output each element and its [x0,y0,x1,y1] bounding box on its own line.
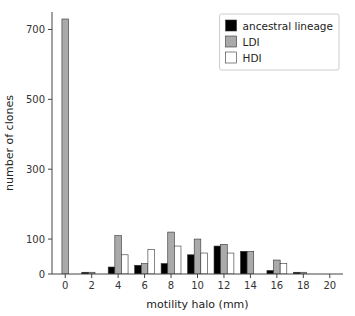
bar [141,264,148,274]
legend-label: ancestral lineage [243,20,333,32]
y-axis-line [52,12,53,274]
x-tick-label: 10 [191,280,204,291]
x-tick [250,274,251,278]
y-tick-label: 700 [26,24,45,35]
bar [148,250,155,274]
legend-label: HDI [243,52,262,64]
x-tick [65,274,66,278]
axes: 0 2 4 6 8 10 12 14 16 18 20 0 100 300 500 700 [26,12,343,291]
x-tick [223,274,224,278]
bar [194,239,201,274]
x-tick [171,274,172,278]
x-tick [303,274,304,278]
y-tick-label: 0 [39,269,45,280]
bar [121,255,128,274]
x-tick-label: 16 [270,280,283,291]
bar [161,264,168,274]
x-tick-label: 20 [323,280,336,291]
bar [274,260,281,274]
bar [188,255,195,274]
chart: 0 2 4 6 8 10 12 14 16 18 20 0 100 300 500 700 motility h… [0,0,355,316]
y-axis-label: number of clones [3,95,16,191]
x-tick-label: 0 [62,280,68,291]
x-tick-label: 6 [141,280,147,291]
bar [247,251,254,274]
y-tick [48,29,52,30]
x-tick-label: 4 [115,280,121,291]
bar [168,232,175,274]
bar [62,19,69,274]
y-tick [48,274,52,275]
x-axis-label: motility halo (mm) [146,298,248,311]
x-tick-label: 12 [218,280,231,291]
bar [201,253,208,274]
bar [240,251,247,274]
legend-box [220,14,339,70]
x-tick [276,274,277,278]
y-tick-label: 500 [26,94,45,105]
x-tick-label: 18 [297,280,310,291]
bar [108,267,115,274]
legend-swatch [226,52,237,63]
y-tick [48,99,52,100]
y-tick-label: 100 [26,234,45,245]
x-tick [197,274,198,278]
x-tick-label: 2 [88,280,94,291]
bar [221,244,228,274]
bar [115,236,122,274]
y-tick [48,239,52,240]
bar [214,246,221,274]
bar [135,265,142,274]
legend-swatch [226,20,237,31]
x-tick [329,274,330,278]
bar [280,264,287,274]
x-tick-label: 14 [244,280,257,291]
x-tick [144,274,145,278]
y-tick-label: 300 [26,164,45,175]
legend-label: LDI [243,36,260,48]
bar [267,271,274,274]
y-tick [48,169,52,170]
legend: ancestral lineage LDI HDI [220,14,339,70]
legend-swatch [226,36,237,47]
x-tick-label: 8 [168,280,174,291]
x-tick [91,274,92,278]
bar [174,246,181,274]
x-tick [118,274,119,278]
bar [227,253,234,274]
